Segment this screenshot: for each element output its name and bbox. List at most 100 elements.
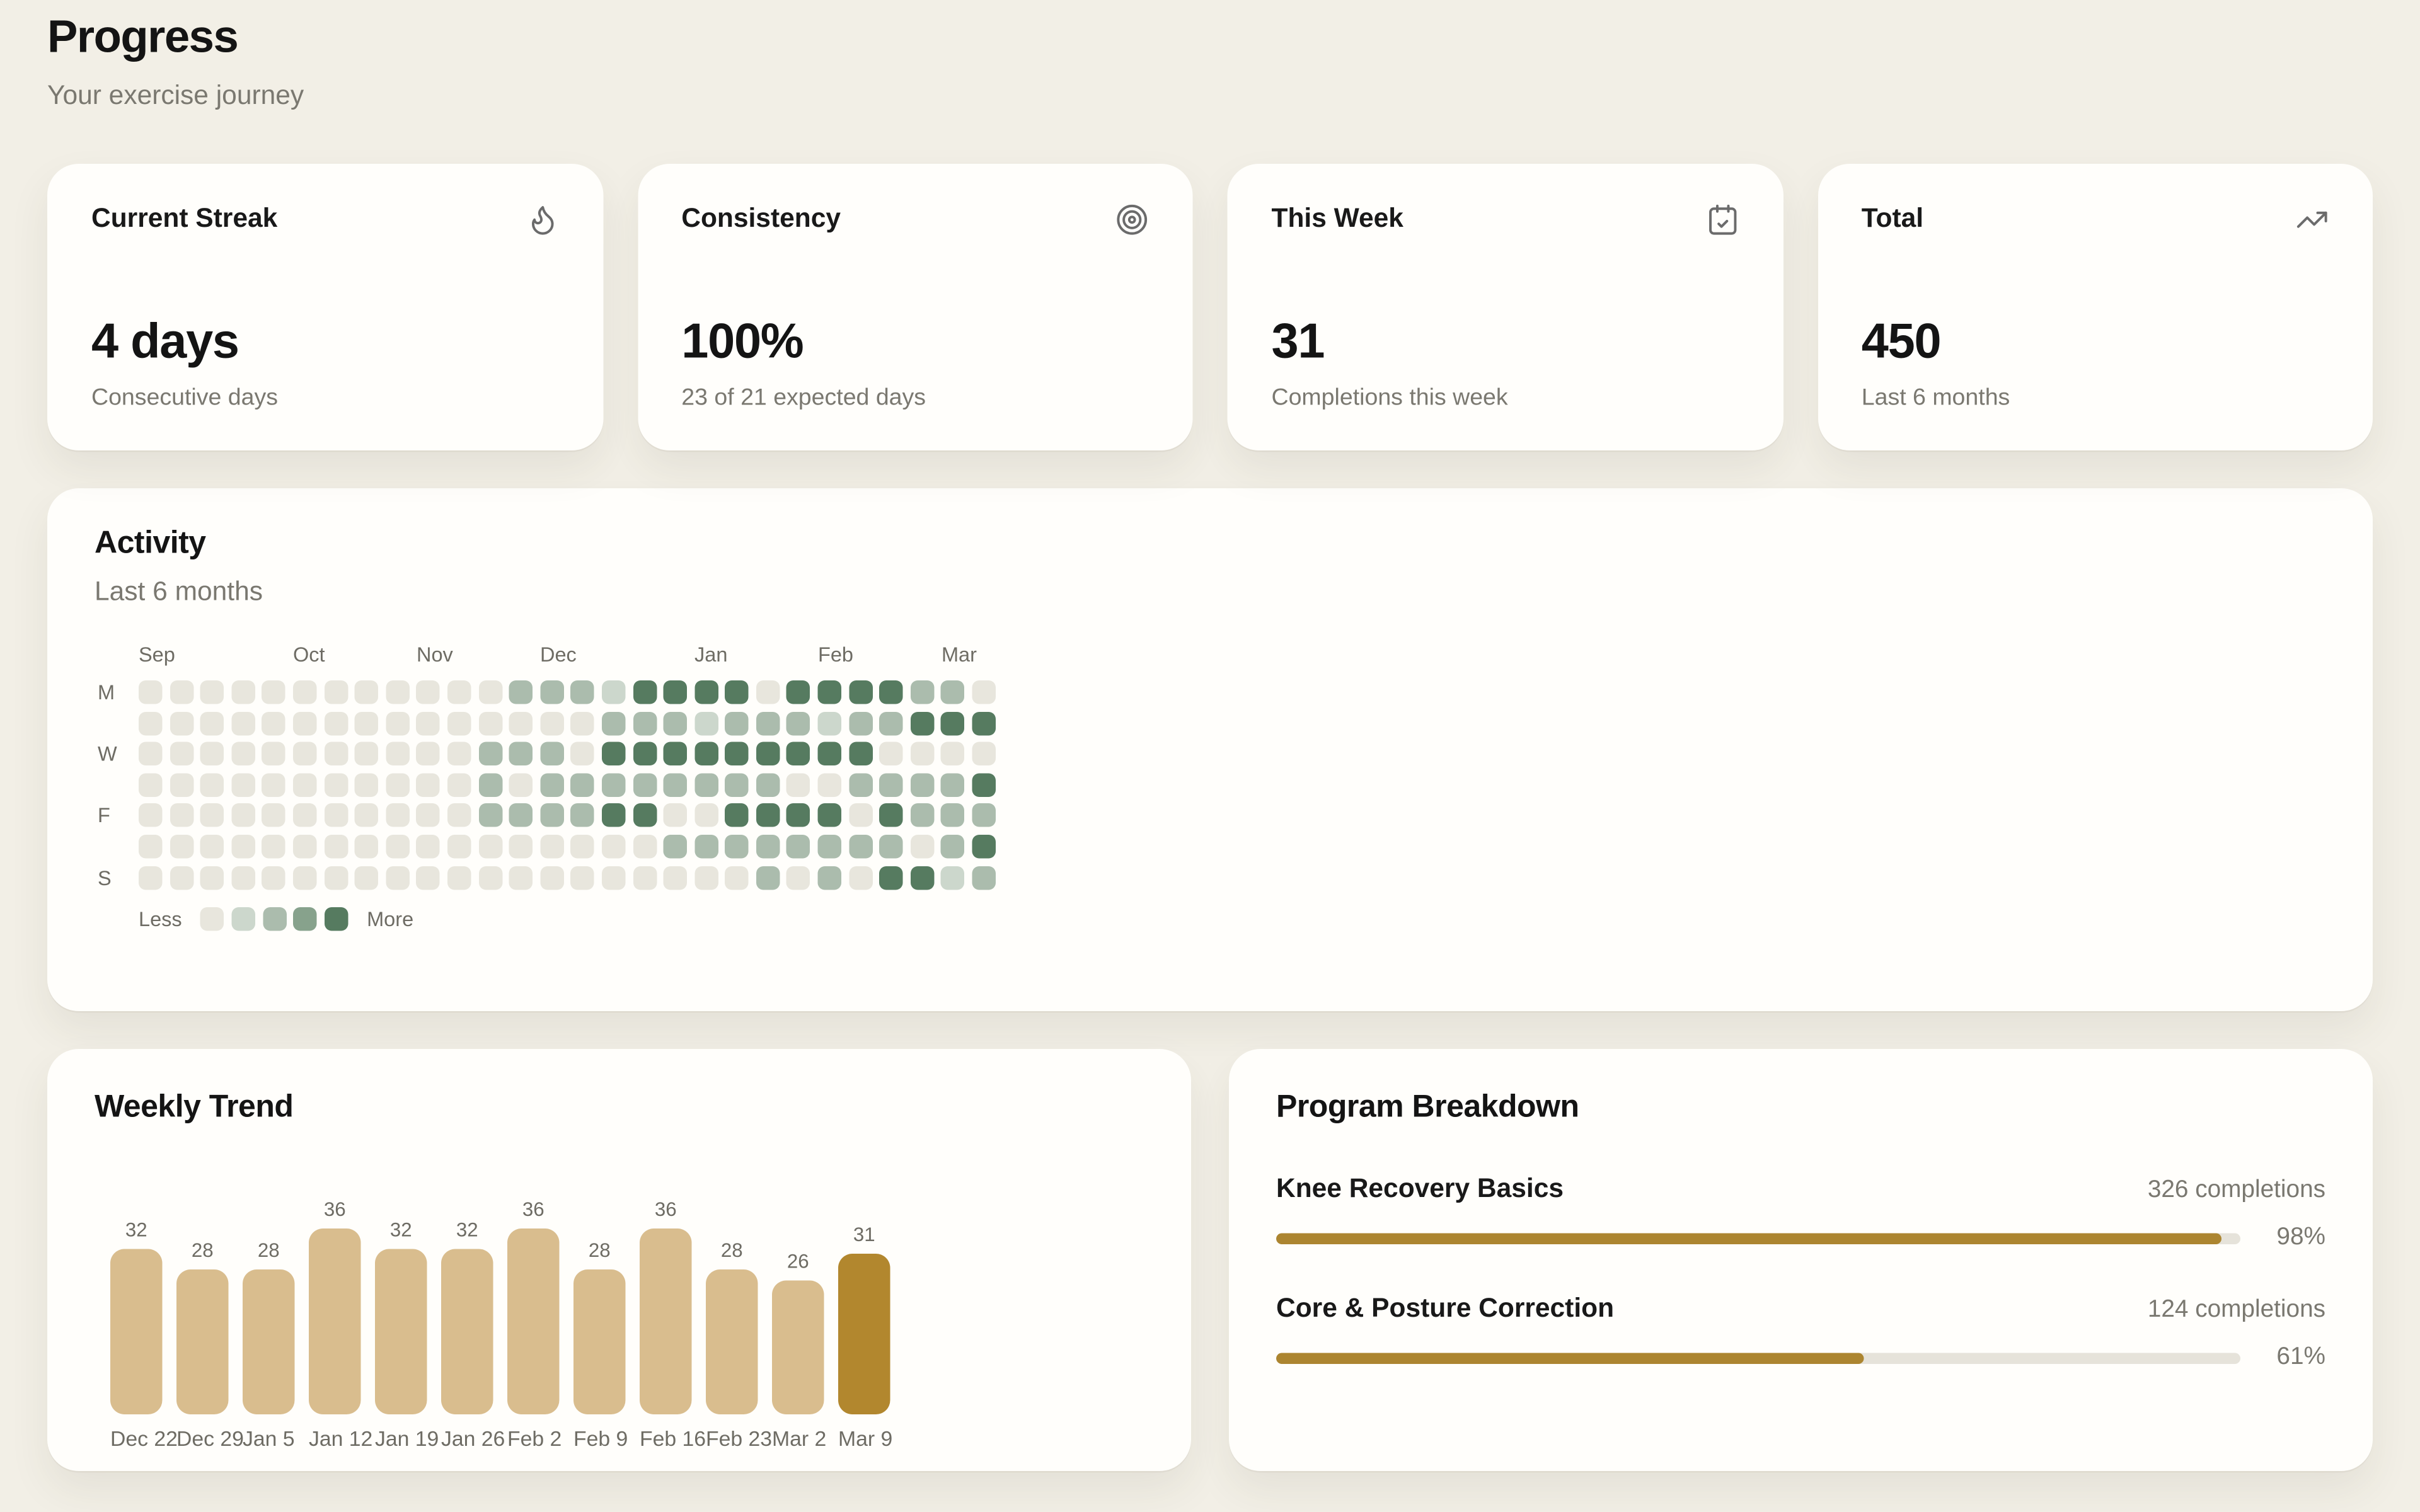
heatmap-cell[interactable] — [447, 772, 471, 797]
heatmap-cell[interactable] — [139, 834, 163, 859]
heatmap-cell[interactable] — [385, 711, 410, 735]
heatmap-cell[interactable] — [447, 711, 471, 735]
heatmap-cell[interactable] — [817, 742, 842, 766]
heatmap-cell[interactable] — [385, 834, 410, 859]
heatmap-cell[interactable] — [941, 742, 965, 766]
heatmap-cell[interactable] — [972, 742, 996, 766]
heatmap-cell[interactable] — [292, 834, 317, 859]
heatmap-cell[interactable] — [200, 711, 224, 735]
heatmap-cell[interactable] — [354, 742, 379, 766]
heatmap-cell[interactable] — [539, 711, 564, 735]
heatmap-cell[interactable] — [972, 803, 996, 828]
trend-bar[interactable] — [772, 1280, 824, 1414]
heatmap-cell[interactable] — [231, 772, 255, 797]
heatmap-cell[interactable] — [447, 803, 471, 828]
heatmap-cell[interactable] — [570, 772, 595, 797]
heatmap-cell[interactable] — [879, 803, 904, 828]
heatmap-cell[interactable] — [292, 742, 317, 766]
heatmap-cell[interactable] — [169, 834, 193, 859]
trend-bar[interactable] — [573, 1269, 626, 1414]
heatmap-cell[interactable] — [262, 772, 286, 797]
heatmap-cell[interactable] — [879, 865, 904, 890]
heatmap-cell[interactable] — [756, 865, 780, 890]
trend-bar[interactable] — [110, 1249, 163, 1414]
heatmap-cell[interactable] — [385, 803, 410, 828]
heatmap-cell[interactable] — [817, 772, 842, 797]
heatmap-cell[interactable] — [786, 772, 811, 797]
heatmap-cell[interactable] — [416, 742, 441, 766]
heatmap-cell[interactable] — [169, 680, 193, 704]
heatmap-cell[interactable] — [231, 711, 255, 735]
heatmap-cell[interactable] — [601, 803, 626, 828]
heatmap-cell[interactable] — [478, 834, 502, 859]
heatmap-cell[interactable] — [879, 711, 904, 735]
heatmap-cell[interactable] — [786, 834, 811, 859]
heatmap-cell[interactable] — [539, 680, 564, 704]
heatmap-cell[interactable] — [570, 834, 595, 859]
heatmap-cell[interactable] — [539, 772, 564, 797]
heatmap-cell[interactable] — [509, 803, 533, 828]
heatmap-cell[interactable] — [416, 865, 441, 890]
heatmap-cell[interactable] — [786, 742, 811, 766]
heatmap-cell[interactable] — [972, 680, 996, 704]
heatmap-cell[interactable] — [694, 834, 718, 859]
heatmap-cell[interactable] — [354, 865, 379, 890]
heatmap-cell[interactable] — [169, 865, 193, 890]
heatmap-cell[interactable] — [725, 803, 749, 828]
heatmap-cell[interactable] — [910, 742, 935, 766]
heatmap-cell[interactable] — [139, 680, 163, 704]
heatmap-cell[interactable] — [694, 772, 718, 797]
heatmap-cell[interactable] — [663, 803, 688, 828]
heatmap-cell[interactable] — [879, 772, 904, 797]
heatmap-cell[interactable] — [756, 742, 780, 766]
heatmap-cell[interactable] — [570, 803, 595, 828]
heatmap-cell[interactable] — [416, 680, 441, 704]
heatmap-cell[interactable] — [416, 834, 441, 859]
trend-bar[interactable] — [309, 1228, 361, 1414]
heatmap-cell[interactable] — [817, 834, 842, 859]
heatmap-cell[interactable] — [354, 803, 379, 828]
trend-bar[interactable] — [706, 1269, 758, 1414]
heatmap-cell[interactable] — [941, 865, 965, 890]
heatmap-cell[interactable] — [941, 711, 965, 735]
heatmap-cell[interactable] — [663, 742, 688, 766]
heatmap-cell[interactable] — [385, 865, 410, 890]
heatmap-cell[interactable] — [786, 680, 811, 704]
heatmap-cell[interactable] — [601, 834, 626, 859]
heatmap-cell[interactable] — [478, 772, 502, 797]
heatmap-cell[interactable] — [200, 772, 224, 797]
heatmap-cell[interactable] — [694, 865, 718, 890]
heatmap-cell[interactable] — [539, 803, 564, 828]
heatmap-cell[interactable] — [941, 772, 965, 797]
heatmap-cell[interactable] — [416, 711, 441, 735]
heatmap-cell[interactable] — [292, 865, 317, 890]
heatmap-cell[interactable] — [509, 834, 533, 859]
heatmap-cell[interactable] — [200, 680, 224, 704]
heatmap-cell[interactable] — [848, 711, 873, 735]
heatmap-cell[interactable] — [663, 711, 688, 735]
heatmap-cell[interactable] — [385, 680, 410, 704]
heatmap-cell[interactable] — [292, 803, 317, 828]
heatmap-cell[interactable] — [910, 711, 935, 735]
heatmap-cell[interactable] — [539, 834, 564, 859]
heatmap-cell[interactable] — [910, 865, 935, 890]
heatmap-cell[interactable] — [910, 803, 935, 828]
heatmap-cell[interactable] — [385, 742, 410, 766]
heatmap-cell[interactable] — [601, 711, 626, 735]
heatmap-cell[interactable] — [262, 680, 286, 704]
heatmap-cell[interactable] — [632, 742, 657, 766]
heatmap-cell[interactable] — [169, 742, 193, 766]
heatmap-cell[interactable] — [509, 772, 533, 797]
heatmap-cell[interactable] — [447, 834, 471, 859]
heatmap-cell[interactable] — [879, 742, 904, 766]
heatmap-cell[interactable] — [632, 711, 657, 735]
heatmap-cell[interactable] — [262, 834, 286, 859]
heatmap-cell[interactable] — [478, 803, 502, 828]
trend-bar[interactable] — [838, 1254, 890, 1414]
heatmap-cell[interactable] — [323, 711, 348, 735]
heatmap-cell[interactable] — [416, 803, 441, 828]
heatmap-cell[interactable] — [848, 742, 873, 766]
heatmap-cell[interactable] — [694, 680, 718, 704]
heatmap-cell[interactable] — [817, 680, 842, 704]
heatmap-cell[interactable] — [570, 680, 595, 704]
